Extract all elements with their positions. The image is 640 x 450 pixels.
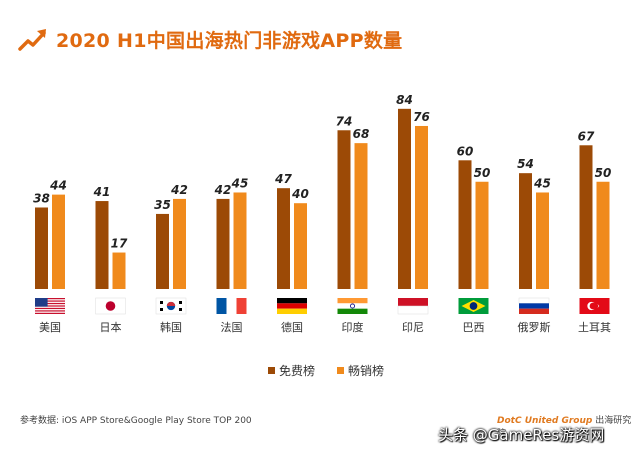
legend-label-free: 免费榜	[279, 364, 316, 378]
bar-free-6	[398, 108, 411, 289]
value-label-free-2: 35	[154, 198, 171, 212]
legend-item-free: 免费榜	[268, 362, 315, 379]
chart-title: 2020 H1中国出海热门非游戏APP数量	[56, 29, 403, 52]
us-flag-icon	[35, 298, 65, 314]
value-label-paid-2: 42	[170, 183, 188, 197]
bar-free-4	[277, 188, 290, 289]
trend-arrow-icon	[18, 29, 46, 51]
value-label-paid-1: 17	[111, 237, 128, 251]
legend-swatch-free	[268, 367, 275, 374]
legend-item-paid: 畅销榜	[337, 362, 384, 379]
category-label-4: 德国	[281, 320, 303, 334]
bar-paid-0	[52, 194, 65, 289]
bar-free-1	[95, 201, 109, 289]
bar-paid-1	[112, 252, 126, 289]
bar-free-3	[216, 198, 230, 289]
category-label-5: 印度	[342, 320, 364, 334]
russia-flag-icon	[518, 297, 550, 314]
category-label-1: 日本	[100, 320, 122, 334]
brand-credit: DotC United Group 出海研究院	[497, 413, 640, 439]
value-label-free-1: 41	[93, 185, 111, 199]
legend-swatch-paid	[337, 367, 345, 374]
value-label-paid-8: 45	[533, 176, 551, 190]
brand-name: DotC United Group	[497, 416, 593, 426]
category-label-0: 美国	[39, 321, 61, 334]
value-label-free-5: 74	[336, 114, 353, 128]
category-label-8: 俄罗斯	[518, 321, 551, 334]
india-flag-icon	[337, 298, 368, 314]
bar-free-5	[337, 130, 351, 289]
bar-paid-9	[596, 181, 610, 289]
value-label-paid-9: 50	[595, 166, 612, 180]
bar-paid-8	[536, 192, 549, 289]
value-label-free-8: 54	[517, 157, 534, 171]
value-label-paid-4: 40	[291, 187, 309, 201]
category-label-3: 法国	[221, 320, 243, 334]
bar-free-8	[519, 173, 532, 289]
bar-paid-3	[233, 192, 247, 289]
germany-flag-icon	[277, 298, 307, 314]
bar-paid-7	[475, 181, 489, 289]
category-label-6: 印尼	[402, 321, 424, 334]
value-label-paid-0: 44	[49, 179, 67, 193]
brand-suffix: 出海研究院	[497, 416, 632, 439]
value-label-paid-7: 50	[474, 166, 491, 180]
value-label-free-3: 42	[214, 183, 232, 197]
korea-flag-icon	[155, 297, 187, 315]
value-label-paid-5: 68	[353, 127, 370, 141]
bar-free-7	[458, 160, 472, 289]
category-label-9: 土耳其	[578, 321, 611, 334]
value-label-free-4: 47	[274, 172, 292, 186]
value-label-paid-6: 76	[413, 110, 430, 124]
title-row: 2020 H1中国出海热门非游戏APP数量	[18, 24, 402, 54]
bar-free-2	[156, 213, 169, 289]
category-label-7: 巴西	[463, 321, 485, 334]
value-label-free-6: 84	[396, 93, 413, 107]
bar-paid-2	[173, 198, 186, 289]
value-label-free-9: 67	[578, 129, 595, 143]
france-flag-icon	[216, 298, 247, 314]
category-label-2: 韩国	[160, 320, 182, 334]
legend: 免费榜 畅销榜	[268, 362, 384, 379]
brazil-flag-icon	[458, 298, 489, 314]
legend-label-paid: 畅销榜	[348, 364, 385, 378]
bar-free-9	[579, 145, 593, 289]
turkey-flag-icon	[579, 298, 610, 314]
bar-paid-4	[294, 203, 307, 289]
value-label-free-0: 38	[33, 191, 50, 205]
bar-paid-6	[415, 125, 428, 289]
value-label-paid-3: 45	[231, 176, 249, 190]
japan-flag-icon	[95, 297, 126, 315]
bar-free-0	[35, 207, 48, 289]
watermark-text: 头条 @GameRes游资网	[438, 426, 605, 444]
bar-paid-5	[354, 143, 368, 289]
indonesia-flag-icon	[397, 298, 429, 315]
source-note: 参考数据: iOS APP Store&Google Play Store TO…	[20, 416, 252, 426]
value-label-free-7: 60	[457, 144, 474, 158]
